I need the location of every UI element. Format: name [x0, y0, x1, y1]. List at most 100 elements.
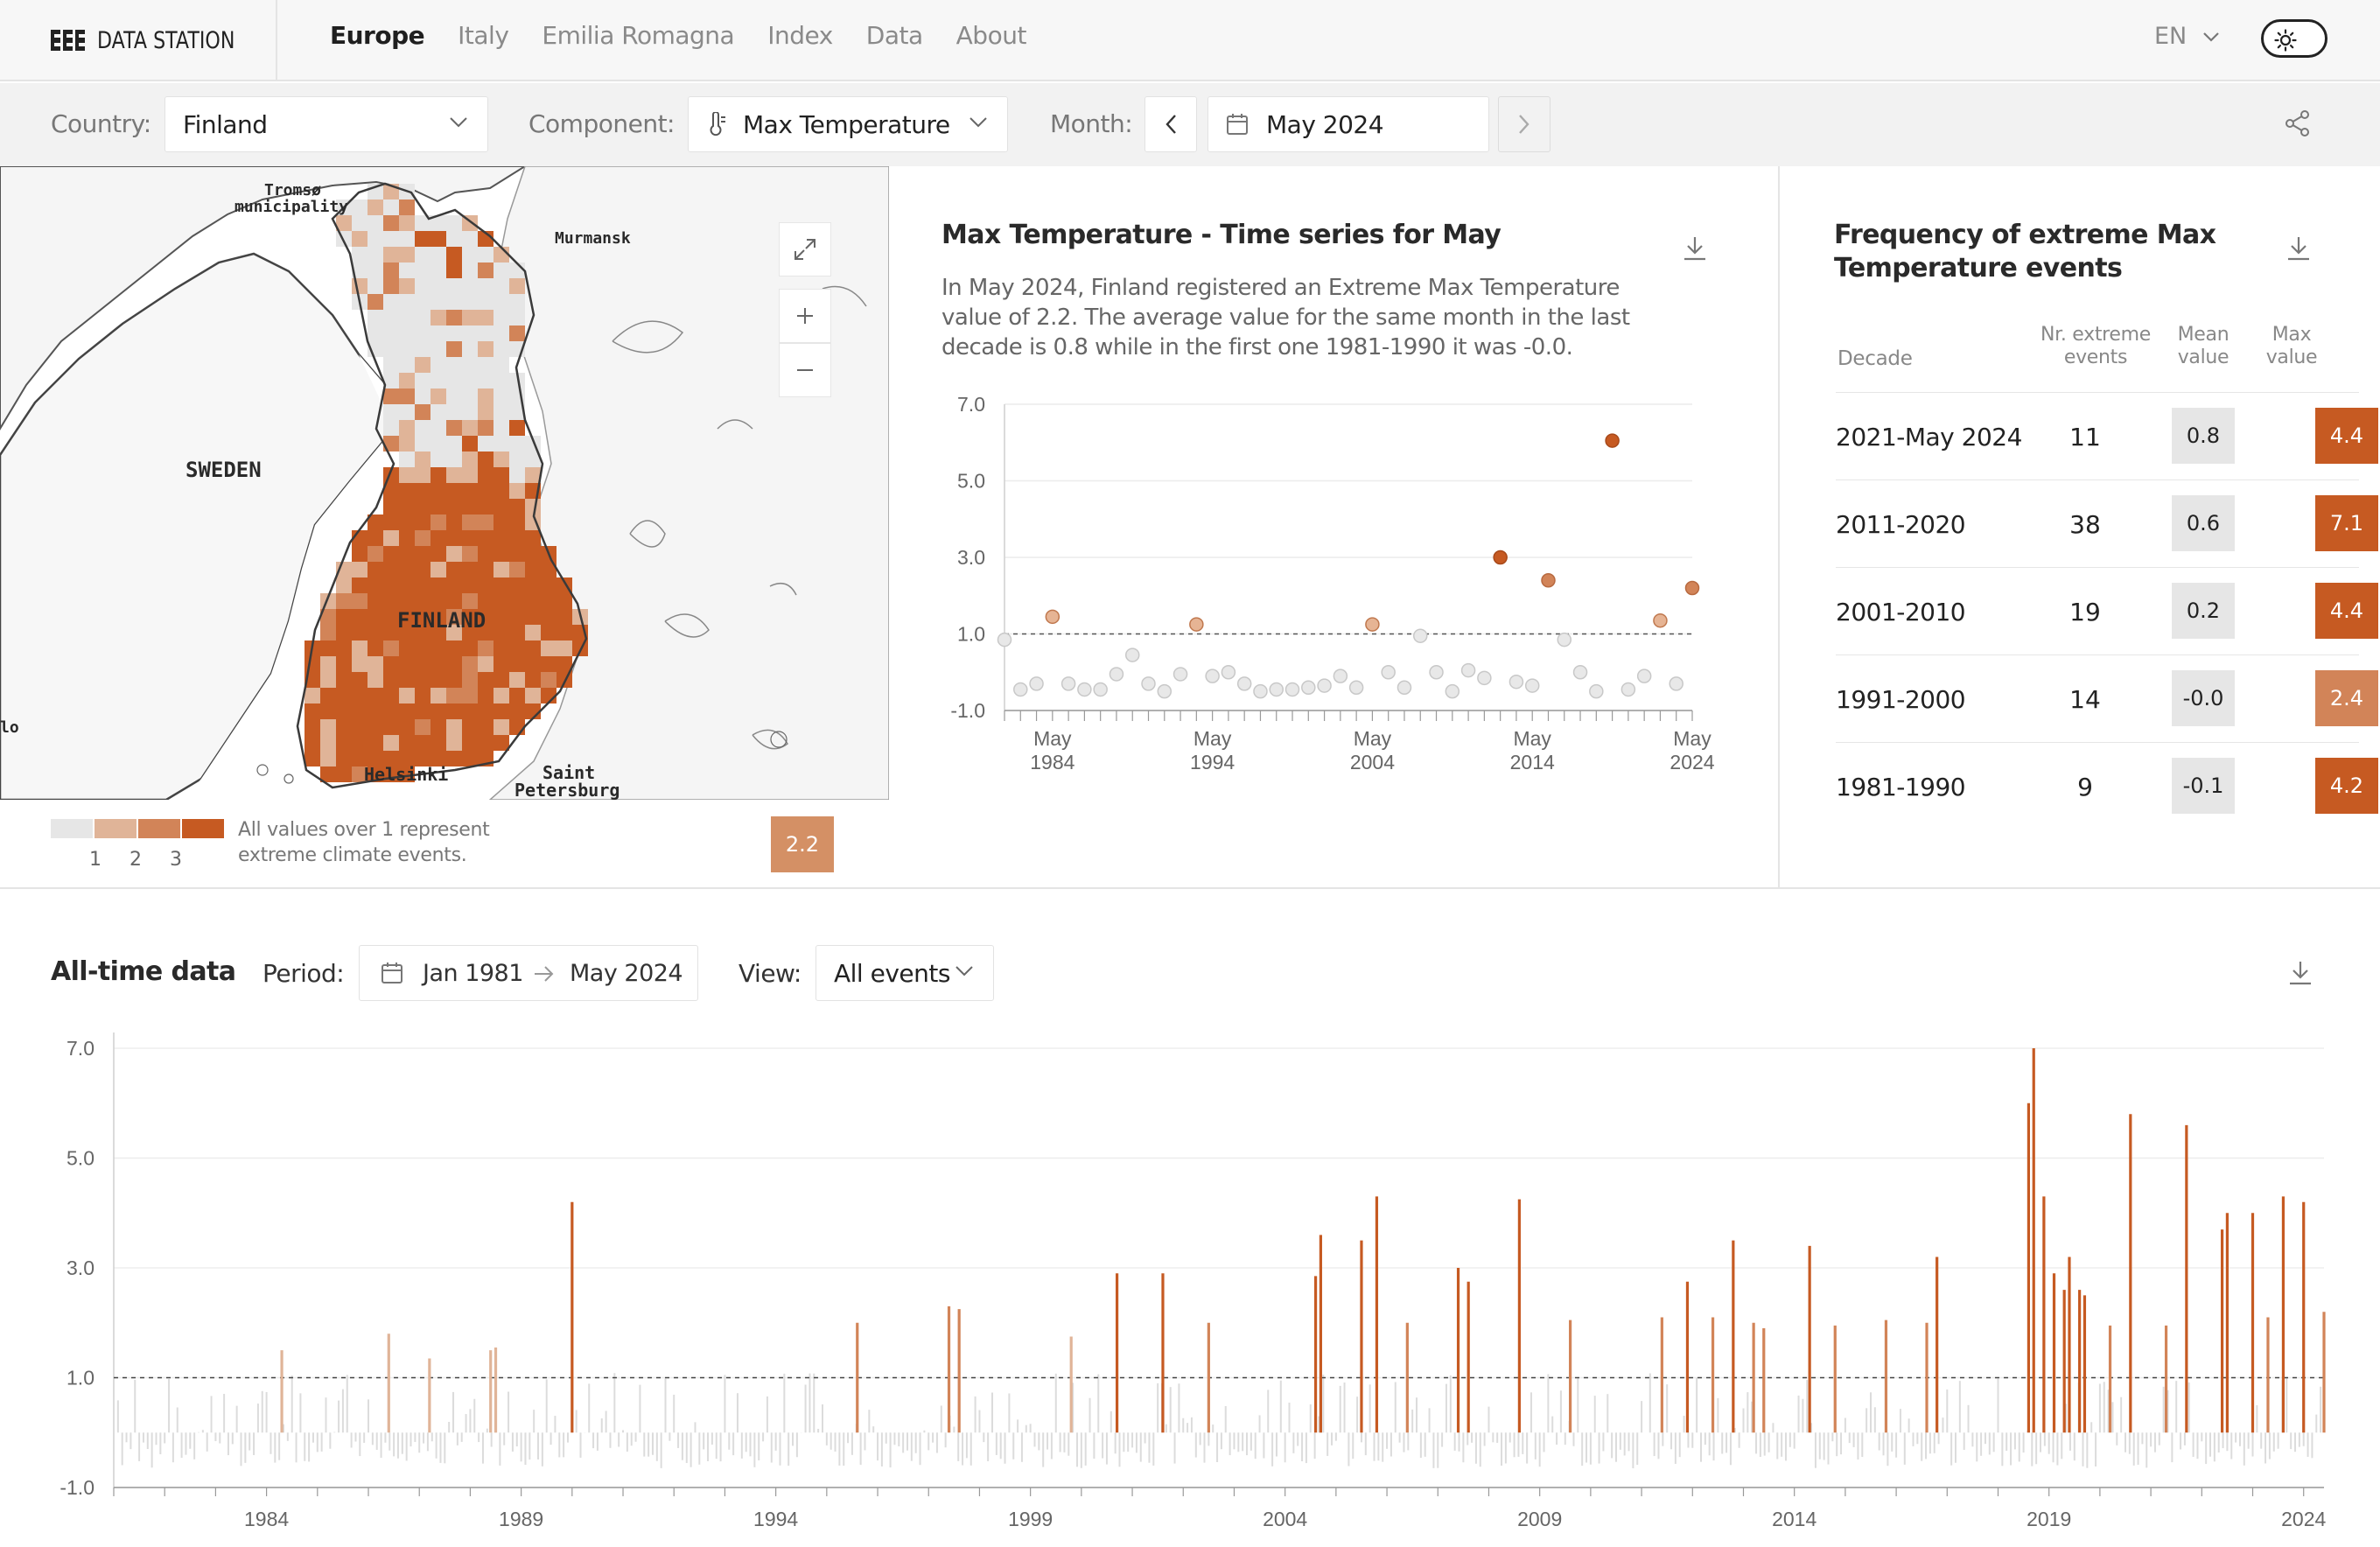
legend-number: 1	[89, 849, 102, 871]
period-picker[interactable]: Jan 1981 May 2024	[359, 945, 698, 1001]
data-point[interactable]	[1684, 580, 1700, 596]
data-point[interactable]	[1077, 682, 1092, 697]
data-point[interactable]	[1460, 662, 1476, 678]
data-point[interactable]	[1524, 678, 1540, 693]
data-point[interactable]	[1572, 665, 1588, 680]
data-point[interactable]	[1493, 550, 1508, 565]
data-point[interactable]	[1413, 628, 1428, 643]
data-point[interactable]	[1093, 682, 1108, 697]
view-select[interactable]: All events	[816, 945, 994, 1001]
component-label: Component:	[528, 109, 676, 138]
map-cell	[509, 294, 525, 310]
map-cell	[494, 593, 509, 609]
download-icon[interactable]	[2286, 234, 2312, 262]
download-icon[interactable]	[1682, 234, 1708, 262]
share-icon[interactable]	[2284, 109, 2312, 137]
menu-item-data[interactable]: Data	[865, 21, 923, 50]
data-point[interactable]	[1605, 433, 1620, 448]
map-cell	[509, 640, 525, 656]
data-point[interactable]	[1365, 617, 1380, 632]
logo-mark-icon	[51, 30, 85, 51]
data-point[interactable]	[1172, 667, 1188, 682]
data-point[interactable]	[1013, 682, 1028, 697]
theme-toggle[interactable]	[2261, 19, 2328, 58]
map-cell	[446, 294, 462, 310]
menu-item-about[interactable]: About	[956, 21, 1027, 50]
zoom-in-button[interactable]	[779, 289, 831, 343]
data-point[interactable]	[1189, 617, 1204, 632]
month-picker[interactable]: May 2024	[1208, 96, 1489, 152]
map-cell	[368, 593, 383, 609]
data-point[interactable]	[1429, 665, 1444, 680]
map-cell	[415, 436, 430, 452]
map-cell	[383, 640, 399, 656]
data-point[interactable]	[1253, 683, 1268, 699]
data-point[interactable]	[1124, 648, 1140, 662]
data-point[interactable]	[1557, 632, 1572, 648]
data-point[interactable]	[1396, 680, 1412, 695]
language-selector[interactable]: EN	[2154, 23, 2220, 50]
map-cell	[430, 751, 446, 766]
zoom-out-button[interactable]	[779, 343, 831, 397]
data-point[interactable]	[1141, 676, 1156, 691]
map-cell	[525, 593, 541, 609]
data-point[interactable]	[1045, 609, 1060, 625]
data-point[interactable]	[1060, 676, 1076, 691]
map-cell	[399, 719, 415, 735]
map-cell	[462, 751, 478, 766]
main-menu: Europe Italy Emilia Romagna Index Data A…	[330, 21, 1060, 50]
component-select[interactable]: Max Temperature	[688, 96, 1008, 152]
data-point[interactable]	[1269, 682, 1284, 697]
next-month-button[interactable]	[1498, 96, 1550, 152]
menu-item-index[interactable]: Index	[767, 21, 833, 50]
data-point[interactable]	[1669, 676, 1684, 691]
menu-item-emilia-romagna[interactable]: Emilia Romagna	[542, 21, 735, 50]
data-point[interactable]	[1029, 676, 1044, 691]
data-point[interactable]	[1284, 682, 1300, 697]
previous-month-button[interactable]	[1144, 96, 1197, 152]
map-cell	[509, 530, 525, 546]
legend-swatch-2	[138, 819, 180, 838]
minus-icon	[797, 369, 813, 371]
data-point[interactable]	[1445, 683, 1460, 699]
data-point[interactable]	[1333, 668, 1348, 683]
data-point[interactable]	[1157, 683, 1172, 699]
map-cell	[430, 247, 446, 262]
row-max: 4.4	[2315, 583, 2378, 639]
country-select[interactable]: Finland	[164, 96, 488, 152]
data-point[interactable]	[1348, 680, 1364, 695]
data-point[interactable]	[1317, 678, 1332, 693]
download-icon[interactable]	[2287, 959, 2314, 987]
data-point[interactable]	[1301, 680, 1316, 695]
map-cell	[415, 326, 430, 341]
map-cell	[399, 499, 415, 514]
data-point[interactable]	[1636, 668, 1652, 683]
menu-item-europe[interactable]: Europe	[330, 21, 425, 50]
data-point[interactable]	[1221, 665, 1236, 680]
data-point[interactable]	[1205, 668, 1220, 683]
map-cell	[462, 467, 478, 483]
choropleth-map[interactable]: Tromsø municipality Murmansk SWEDEN FINL…	[0, 166, 889, 800]
data-point[interactable]	[1508, 674, 1524, 690]
data-point[interactable]	[1236, 676, 1252, 691]
data-point[interactable]	[1541, 573, 1556, 588]
controls-bar: Country: Finland Component: Max Temperat…	[0, 83, 2380, 166]
menu-item-italy[interactable]: Italy	[458, 21, 509, 50]
logo[interactable]: DATA STATION	[51, 23, 265, 58]
data-point[interactable]	[997, 632, 1012, 648]
data-point[interactable]	[1109, 667, 1124, 682]
period-to: May 2024	[570, 960, 683, 987]
data-point[interactable]	[1589, 683, 1604, 699]
data-point[interactable]	[1620, 682, 1636, 697]
map-cell	[383, 751, 399, 766]
map-cell	[462, 247, 478, 262]
fullscreen-button[interactable]	[779, 222, 831, 276]
data-point[interactable]	[1653, 612, 1668, 628]
map-cell	[462, 278, 478, 294]
data-point[interactable]	[1381, 665, 1396, 680]
x-tick-label: 2024	[1670, 751, 1714, 774]
data-point[interactable]	[1477, 670, 1492, 686]
map-cell	[320, 751, 336, 766]
map-cell	[399, 530, 415, 546]
map-cell	[494, 341, 509, 357]
